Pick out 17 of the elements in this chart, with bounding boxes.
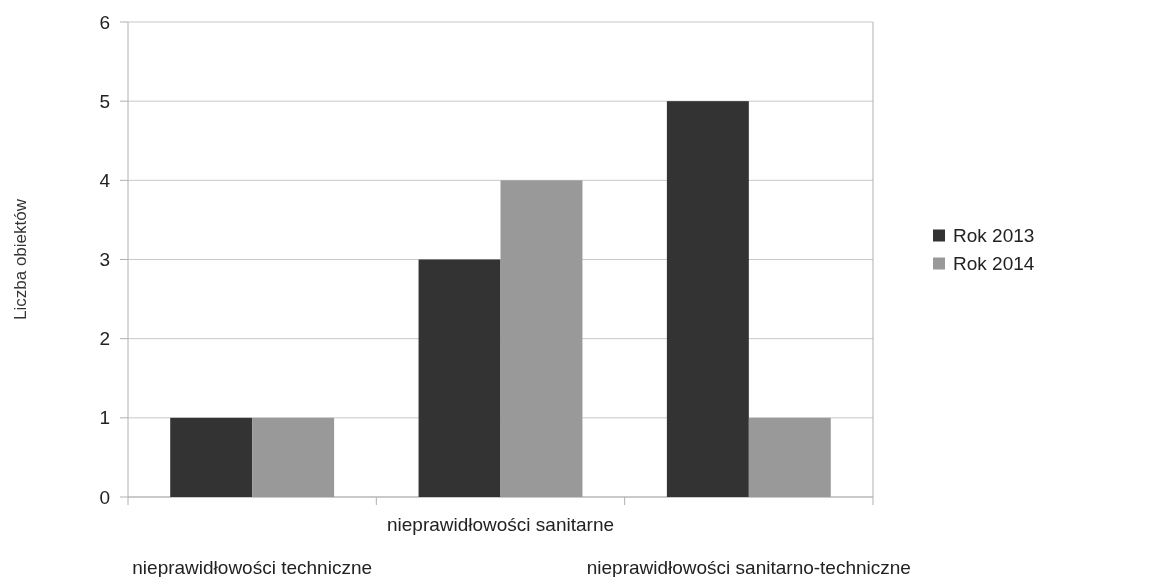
y-tick-label: 6 xyxy=(99,11,110,33)
bar xyxy=(748,417,831,497)
y-tick-label: 3 xyxy=(99,249,110,271)
bar xyxy=(170,417,253,497)
y-axis-title: Liczba obiektów xyxy=(11,198,30,320)
bar xyxy=(418,259,501,497)
x-tick-label: nieprawidłowości sanitarne xyxy=(386,514,615,535)
y-tick-label: 5 xyxy=(99,90,110,112)
legend-label: Rok 2014 xyxy=(953,253,1035,275)
legend-label: Rok 2013 xyxy=(953,225,1035,247)
bar xyxy=(252,417,335,497)
y-tick-label: 0 xyxy=(99,486,110,508)
y-tick-label: 4 xyxy=(99,169,111,191)
y-tick-label: 1 xyxy=(99,407,110,429)
bar xyxy=(666,101,749,497)
bar xyxy=(500,180,583,497)
y-tick-label: 2 xyxy=(99,328,110,350)
